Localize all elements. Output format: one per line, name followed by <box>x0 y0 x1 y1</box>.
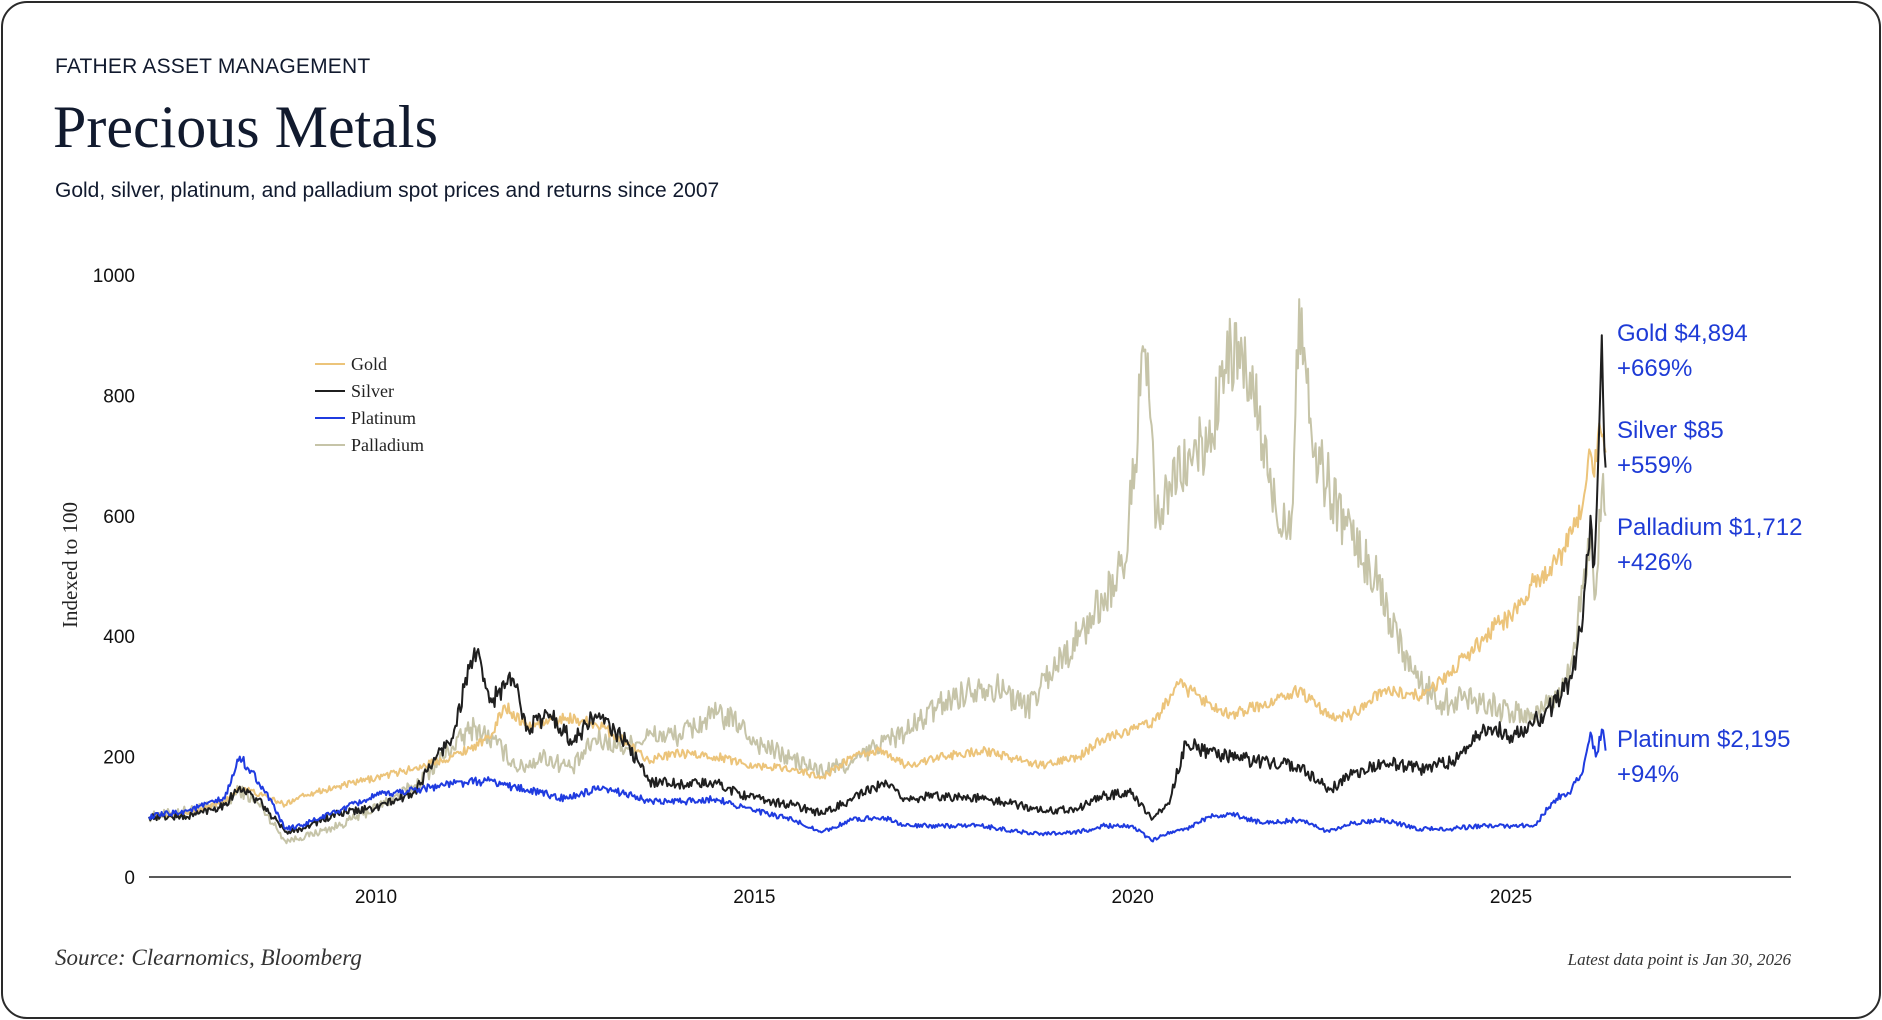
y-tick-label: 600 <box>103 507 135 528</box>
end-label-return: +559% <box>1617 452 1692 479</box>
legend-label-silver: Silver <box>351 381 394 401</box>
end-label-title: Gold $4,894 <box>1617 320 1748 347</box>
legend: Gold Silver Platinum Palladium <box>315 354 424 455</box>
y-tick-label: 0 <box>124 868 135 889</box>
source-note: Source: Clearnomics, Bloomberg <box>55 945 362 970</box>
series-line-silver <box>148 334 1607 835</box>
end-label-return: +669% <box>1617 355 1692 382</box>
end-label-title: Platinum $2,195 <box>1617 726 1790 753</box>
y-tick-label: 800 <box>103 386 135 407</box>
legend-label-platinum: Platinum <box>351 408 416 428</box>
end-label-return: +426% <box>1617 549 1692 576</box>
y-tick-label: 400 <box>103 627 135 648</box>
legend-label-gold: Gold <box>351 354 387 374</box>
latest-data-note: Latest data point is Jan 30, 2026 <box>1567 950 1791 969</box>
x-tick-label: 2010 <box>355 887 397 908</box>
y-tick-label: 1000 <box>93 266 135 287</box>
y-axis-label: Indexed to 100 <box>58 502 82 628</box>
end-label-title: Silver $85 <box>1617 417 1724 444</box>
line-chart: 0 200 400 600 800 1000 2010 2015 2020 2025 Index… <box>58 266 1802 908</box>
x-tick-label: 2020 <box>1112 887 1154 908</box>
end-label-return: +94% <box>1617 761 1679 788</box>
y-tick-label: 200 <box>103 748 135 769</box>
series-line-gold <box>148 422 1607 820</box>
x-tick-label: 2015 <box>733 887 775 908</box>
end-labels: Gold $4,894 +669% Silver $85 +559% Palladium… <box>1617 320 1802 788</box>
end-label-title: Palladium $1,712 <box>1617 514 1802 541</box>
legend-label-palladium: Palladium <box>351 435 424 455</box>
x-axis-ticks: 2010 2015 2020 2025 <box>355 887 1532 908</box>
series-line-platinum <box>148 728 1607 843</box>
company-name: FATHER ASSET MANAGEMENT <box>55 55 371 78</box>
series-lines <box>148 298 1607 845</box>
x-tick-label: 2025 <box>1490 887 1532 908</box>
chart-title: Precious Metals <box>53 94 438 160</box>
y-axis-ticks: 0 200 400 600 800 1000 <box>93 266 135 889</box>
chart-subtitle: Gold, silver, platinum, and palladium sp… <box>55 179 720 202</box>
